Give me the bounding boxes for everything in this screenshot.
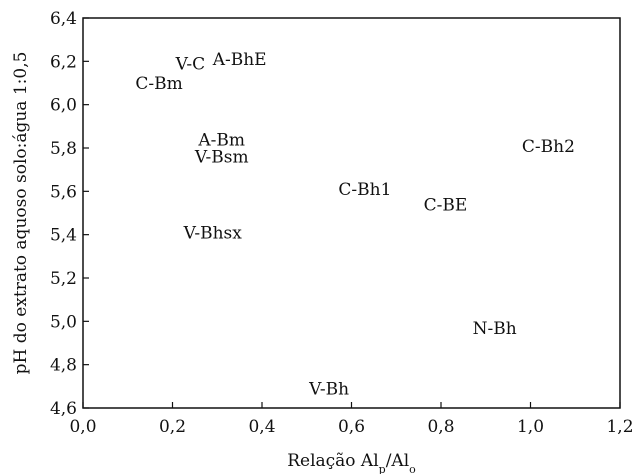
x-tick-label: 0,0 bbox=[69, 417, 96, 437]
y-tick-label: 5,0 bbox=[50, 312, 77, 332]
x-tick-label: 0,4 bbox=[248, 417, 275, 437]
data-point-label: N-Bh bbox=[473, 319, 517, 339]
x-tick-label: 1,0 bbox=[517, 417, 544, 437]
y-tick-label: 5,2 bbox=[50, 269, 77, 289]
y-tick-label: 4,8 bbox=[50, 356, 77, 376]
x-tick-label: 0,2 bbox=[159, 417, 186, 437]
data-point-label: C-Bh2 bbox=[522, 137, 575, 157]
x-tick-label: 1,2 bbox=[606, 417, 633, 437]
y-tick-label: 5,4 bbox=[50, 226, 77, 246]
data-point-label: A-BhE bbox=[212, 50, 267, 70]
x-tick-label: 0,6 bbox=[338, 417, 365, 437]
y-axis-title: pH do extrato aquoso solo:água 1:0,5 bbox=[11, 52, 31, 375]
data-point-label: C-Bh1 bbox=[338, 180, 391, 200]
x-axis-ticks: 0,0 0,2 0,4 0,6 0,8 1,0 1,2 bbox=[69, 402, 634, 437]
y-tick-label: 5,6 bbox=[50, 182, 77, 202]
data-point-label: V-Bh bbox=[308, 380, 349, 400]
y-tick-label: 6,0 bbox=[50, 96, 77, 116]
y-tick-label: 5,8 bbox=[50, 139, 77, 159]
y-tick-label: 6,4 bbox=[50, 9, 77, 29]
data-point-label: V-Bhsx bbox=[183, 224, 243, 244]
y-axis-ticks: 4,6 4,8 5,0 5,2 5,4 5,6 5,8 6,0 6,2 6,4 bbox=[50, 9, 89, 419]
y-tick-label: 6,2 bbox=[50, 52, 77, 72]
x-tick-label: 0,8 bbox=[427, 417, 454, 437]
x-axis-title: Relação Alp/Alo bbox=[287, 451, 416, 474]
data-point-label: A-Bm bbox=[197, 130, 245, 150]
data-point-label: C-Bm bbox=[135, 74, 182, 94]
y-tick-label: 4,6 bbox=[50, 399, 77, 419]
data-point-label: V-C bbox=[175, 55, 205, 75]
point-labels: V-C A-BhE C-Bm A-BmV-Bsm C-Bh1 C-BE C-Bh2 V-Bhs… bbox=[135, 50, 575, 399]
data-point-label: V-Bsm bbox=[194, 148, 249, 168]
data-point-label: C-BE bbox=[424, 195, 468, 215]
